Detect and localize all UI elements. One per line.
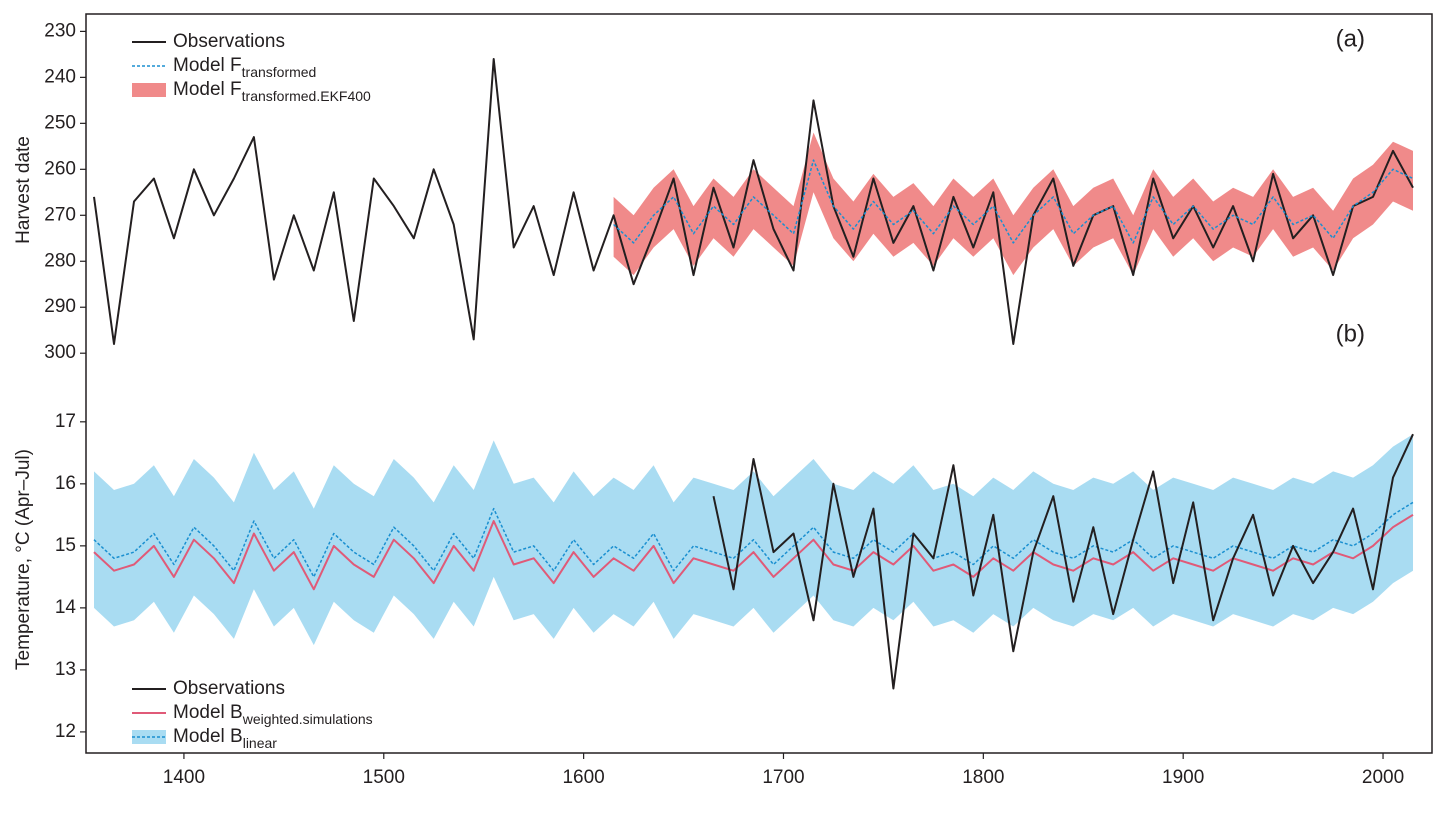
legend-name: Model B	[173, 702, 243, 723]
plot-frame	[85, 13, 1433, 754]
series-line	[613, 159, 1414, 244]
x-tick-label: 1400	[163, 767, 205, 788]
y-tick-label: 260	[44, 158, 76, 179]
y-tick-label: 14	[55, 597, 77, 618]
x-tick-label: 2000	[1362, 767, 1404, 788]
series-line	[712, 433, 1414, 690]
legend-name: Model B	[173, 726, 243, 747]
y-axis-label: Harvest date	[13, 136, 34, 244]
legend-subscript: weighted.simulations	[242, 711, 373, 727]
legend-swatch	[132, 83, 166, 97]
y-tick-label: 12	[55, 721, 76, 742]
legend-label: Model Ftransformed.EKF400	[173, 79, 371, 104]
x-tick-label: 1900	[1162, 767, 1204, 788]
x-tick-label: 1700	[762, 767, 804, 788]
y-tick-label: 300	[44, 342, 76, 363]
y-tick-label: 17	[55, 411, 76, 432]
y-tick-label: 230	[44, 20, 76, 41]
panel-label: (a)	[1336, 25, 1365, 52]
legend-name: Observations	[173, 678, 285, 699]
y-tick-label: 16	[55, 473, 76, 494]
legend-name: Observations	[173, 31, 285, 52]
legend-subscript: linear	[243, 735, 278, 751]
panel-label: (b)	[1336, 320, 1365, 347]
legend-subscript: transformed	[242, 64, 317, 80]
y-tick-label: 250	[44, 112, 76, 133]
panel: 230 240 250 260 270 280 290 300 Harvest date (a) O…	[13, 20, 1414, 363]
legend-subscript: transformed.EKF400	[242, 88, 371, 104]
y-tick-label: 270	[44, 204, 76, 225]
panel: 12 13 14 15 16 17 1400 1500 1600 1700 1800 1900 2000…	[13, 320, 1414, 788]
legend-label: Observations	[173, 31, 285, 52]
legend-label: Model Bweighted.simulations	[173, 702, 373, 727]
legend-label: Model Ftransformed	[173, 55, 316, 80]
x-tick-label: 1800	[962, 767, 1004, 788]
x-tick-label: 1600	[562, 767, 604, 788]
y-tick-label: 15	[55, 535, 76, 556]
legend-name: Model F	[173, 79, 242, 100]
x-tick-label: 1500	[363, 767, 405, 788]
y-tick-label: 290	[44, 296, 76, 317]
y-axis-label: Temperature, °C (Apr–Jul)	[13, 449, 34, 670]
series-line	[93, 501, 1414, 578]
y-tick-label: 240	[44, 66, 76, 87]
legend-label: Observations	[173, 678, 285, 699]
legend-label: Model Blinear	[173, 726, 277, 751]
series-band	[613, 132, 1413, 276]
y-tick-label: 280	[44, 250, 76, 271]
legend-name: Model F	[173, 55, 242, 76]
series-line	[93, 513, 1414, 591]
y-tick-label: 13	[55, 659, 76, 680]
